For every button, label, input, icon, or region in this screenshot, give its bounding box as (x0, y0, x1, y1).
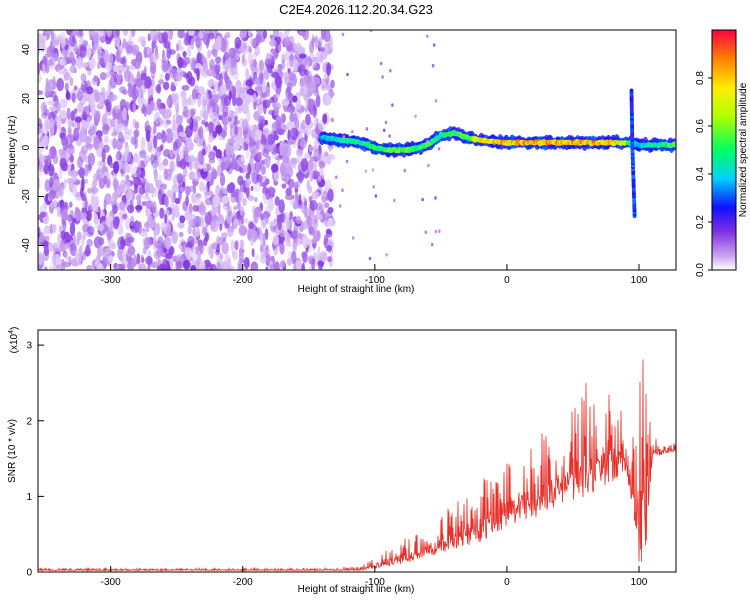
snr-y-ticks: 0 1 2 3 (26, 341, 44, 579)
colorbar-tick-label: 0.8 (695, 71, 706, 85)
snr-x-ticks: -300 -200 -100 0 100 (101, 566, 648, 588)
snr-x-label: Height of straight line (km) (298, 584, 415, 595)
spectrogram-y-label: Frequency (Hz) (7, 116, 18, 185)
spectrogram-x-tick-label: 100 (631, 275, 648, 286)
snr-plot-area (38, 359, 676, 572)
stray-points (335, 30, 441, 261)
chart-title: C2E4.2026.112.20.34.G23 (279, 2, 433, 17)
spectrogram-y-tick-label: -20 (21, 189, 32, 204)
colorbar-tick-label: 0.0 (695, 263, 706, 277)
snr-exponent-label: (x104) (8, 327, 20, 354)
spectrogram-y-ticks: -40 -20 0 20 40 (21, 44, 44, 253)
ridge-core (319, 130, 676, 154)
snr-x-tick-label: -200 (233, 577, 253, 588)
colorbar-label: Normalized spectral amplitude (738, 82, 749, 217)
spectrogram-y-tick-label: 20 (21, 93, 32, 105)
spectrogram-x-tick-label: -300 (101, 275, 121, 286)
spectrogram-x-tick-label: -100 (365, 275, 385, 286)
colorbar-gradient (711, 29, 737, 271)
colorbar-tick-label: 0.2 (695, 215, 706, 229)
snr-y-tick-label: 3 (26, 341, 32, 352)
snr-y-tick-label: 0 (26, 568, 32, 579)
spectrogram-x-tick-label: -200 (233, 275, 253, 286)
spectrogram-x-ticks: -300 -200 -100 0 100 (101, 264, 648, 286)
spectrogram-frame (37, 29, 677, 271)
snr-x-tick-label: -100 (365, 577, 385, 588)
colorbar: 0.0 0.2 0.4 0.6 0.8 Normalized spectral ampl… (695, 29, 749, 277)
snr-background (38, 330, 676, 572)
spectrogram-y-tick-label: 40 (21, 44, 32, 56)
snr-frame (37, 329, 677, 573)
ridge-spike (629, 88, 637, 219)
noise-speckles (38, 30, 336, 270)
colorbar-tick-label: 0.4 (695, 167, 706, 181)
spectrogram-y-tick-label: 0 (21, 144, 32, 150)
snr-x-tick-label: 0 (504, 577, 510, 588)
snr-x-tick-label: -300 (101, 577, 121, 588)
colorbar-tick-label: 0.6 (695, 119, 706, 133)
snr-series-line (38, 359, 676, 572)
colorbar-ticks: 0.0 0.2 0.4 0.6 0.8 (695, 71, 712, 277)
spectrogram-marks (38, 30, 676, 270)
snr-panel: -300 -200 -100 0 100 0 1 2 3 Height of straight… (7, 327, 677, 595)
spectrogram-x-tick-label: 0 (504, 275, 510, 286)
spectrogram-x-label: Height of straight line (km) (298, 284, 415, 295)
snr-x-tick-label: 100 (631, 577, 648, 588)
snr-y-tick-label: 2 (26, 416, 32, 427)
snr-y-tick-label: 1 (26, 492, 32, 503)
snr-y-label: SNR (10 * v/v) (7, 419, 18, 483)
spectrogram-y-tick-label: -40 (21, 238, 32, 253)
